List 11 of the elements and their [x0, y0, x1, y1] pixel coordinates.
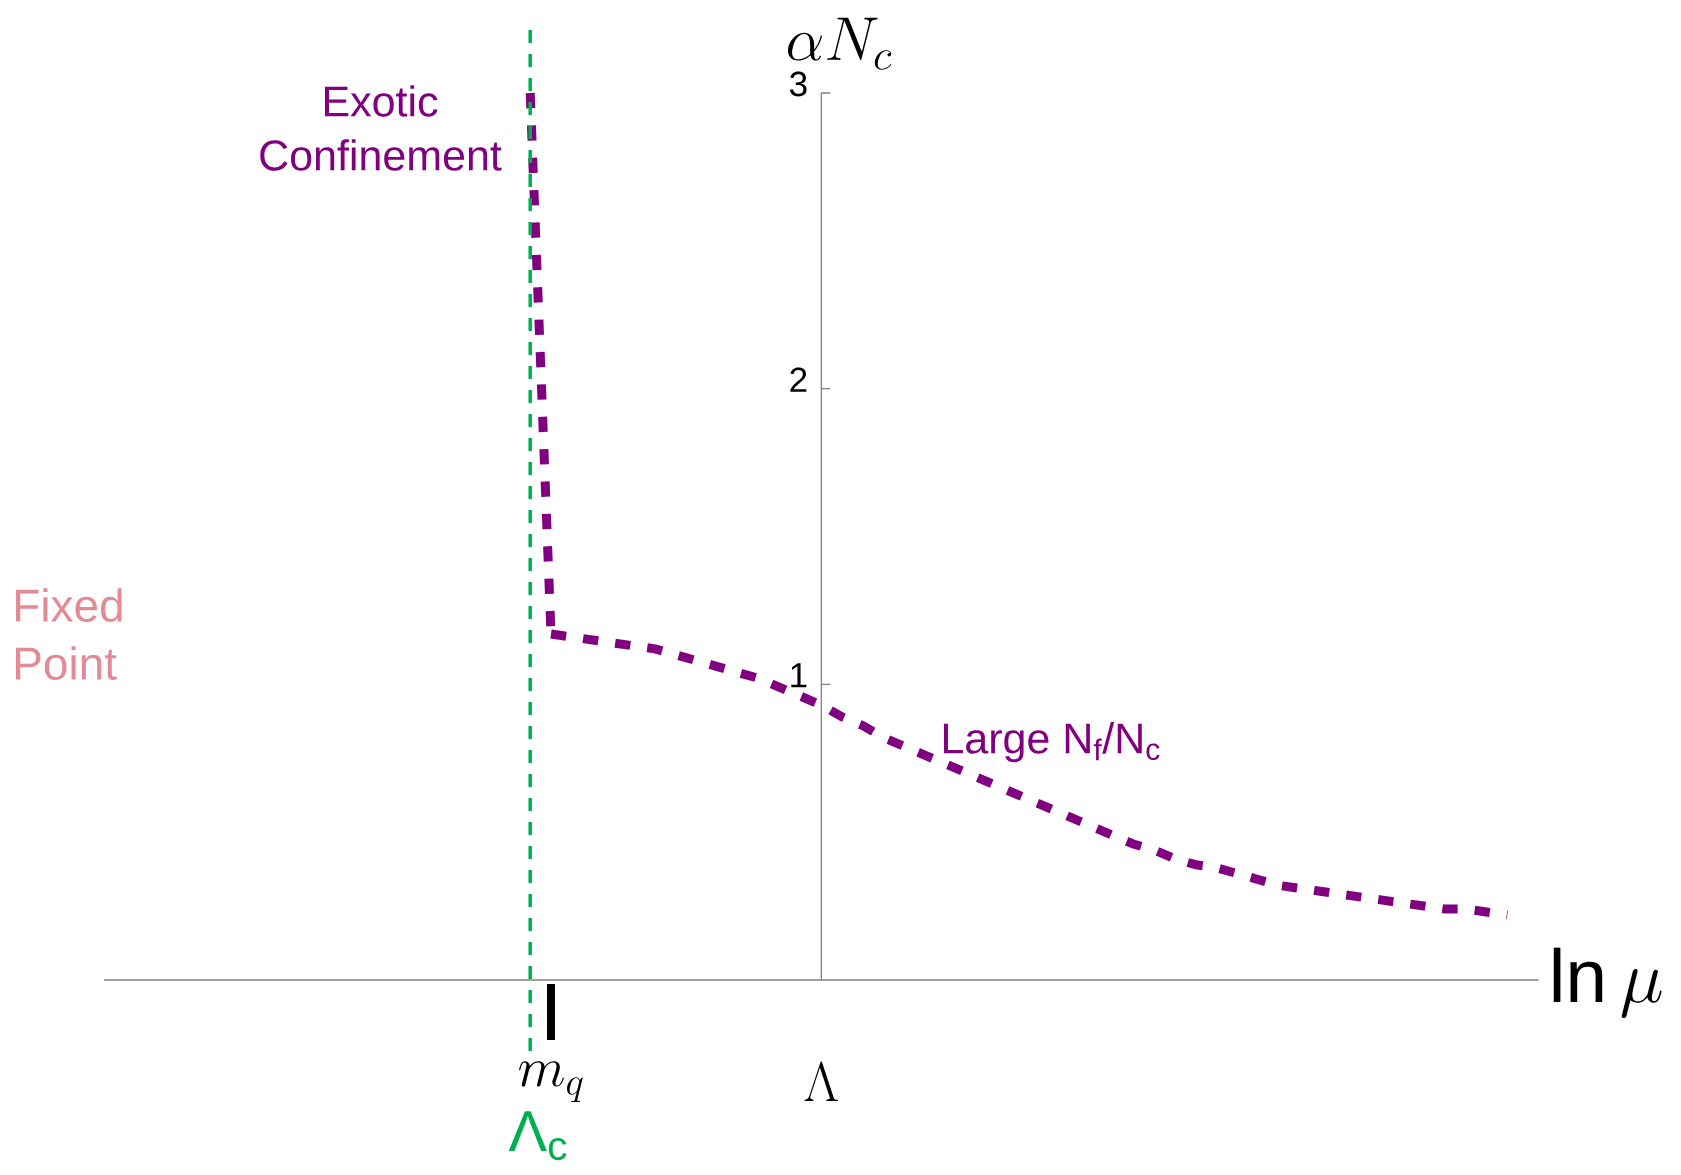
- y-tick-label: 1: [791, 663, 807, 688]
- x-axis-title: $\ln \mu$: [1553, 947, 1662, 1019]
- series-label: Exotic Confinement: [260, 85, 502, 171]
- y-axis-title: $\alpha N_c$: [787, 17, 892, 70]
- series-label: Large N$_{f}$/N$_{c}$: [943, 722, 1160, 763]
- annotation: Fixed Point: [15, 588, 122, 680]
- y-tick-label: 2: [790, 367, 807, 392]
- y-tick-label: 3: [789, 71, 807, 97]
- x-tick-label: $\Lambda$: [804, 1061, 838, 1102]
- x-tick-label: $m_q$: [519, 1061, 583, 1103]
- text: Λ$_{c}$: [508, 1111, 567, 1161]
